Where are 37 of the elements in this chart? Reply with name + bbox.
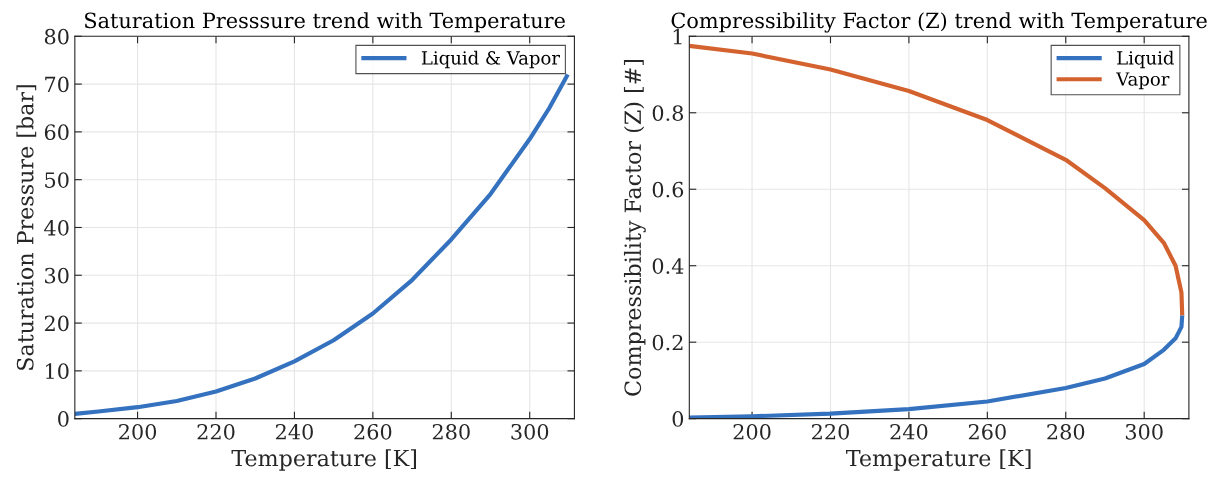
x-tick-label: 200	[733, 423, 771, 440]
x-tick-label: 200	[119, 423, 157, 440]
y-tick-label: 60	[44, 124, 69, 141]
x-tick-label: 280	[1047, 423, 1085, 440]
y-axis-title: Saturation Pressure [bar]	[16, 85, 37, 370]
x-tick-label: 260	[968, 423, 1006, 440]
y-tick-label: 10	[46, 363, 69, 380]
line-series	[74, 72, 570, 416]
legend-label: Liquid	[1117, 50, 1174, 69]
y-axis-title: Compressibility Factor (Z) [#]	[623, 59, 646, 396]
y-tick-label: 80	[44, 28, 69, 45]
y-tick-label: 0.6	[652, 181, 684, 198]
x-tick-label: 300	[1125, 423, 1163, 440]
x-tick-label: 280	[432, 423, 470, 440]
line-series	[689, 313, 1185, 419]
y-tick-label: 50	[45, 172, 69, 188]
legend-label: Liquid & Vapor	[421, 50, 560, 69]
legend-label: Vapor	[1115, 72, 1170, 90]
x-axis-title: Temperature [K]	[846, 449, 1031, 471]
y-tick-label: 0	[58, 411, 69, 427]
x-tick-label: 240	[275, 423, 313, 440]
x-tick-label: 220	[197, 423, 235, 440]
x-tick-label: 220	[812, 423, 849, 440]
y-tick-label: 40	[44, 219, 69, 236]
line-series	[689, 43, 1185, 318]
x-tick-label: 300	[511, 423, 549, 440]
y-tick-label: 0	[672, 411, 684, 427]
chart-title: Saturation Presssure trend with Temperature	[85, 12, 565, 33]
y-tick-label: 0.4	[652, 258, 684, 274]
y-tick-label: 0.8	[652, 105, 684, 121]
y-tick-label: 0.2	[652, 334, 683, 351]
y-tick-label: 20	[44, 315, 69, 332]
y-tick-label: 30	[45, 267, 69, 284]
x-tick-label: 240	[890, 423, 928, 440]
x-tick-label: 260	[354, 423, 392, 440]
y-tick-label: 70	[45, 76, 69, 93]
x-axis-title: Temperature [K]	[231, 449, 417, 471]
